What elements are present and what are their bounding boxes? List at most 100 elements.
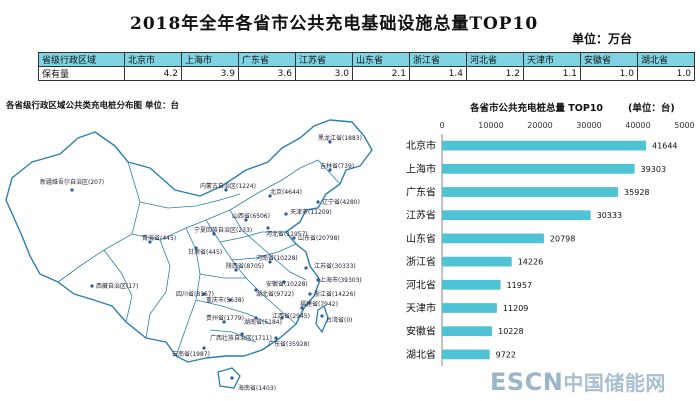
table-value-cell: 1.0 — [580, 66, 638, 81]
region-label: 青海省(445) — [142, 234, 176, 242]
data-label: 41644 — [652, 142, 677, 151]
taiwan-island — [315, 304, 329, 334]
table-value-cell: 3.9 — [181, 66, 239, 81]
region-dot — [222, 320, 226, 324]
map-title: 各省级行政区域公共类充电桩分布图 单位：台 — [6, 101, 179, 111]
region-label: 辽宁省(4280) — [322, 198, 360, 206]
category-label: 江苏省 — [406, 209, 436, 222]
bar — [442, 187, 619, 197]
x-tick-label: 10000 — [478, 121, 503, 130]
top10-table: 省级行政区域 北京市 上海市 广东省 江苏省 山东省 浙江省 河北省 天津市 安… — [38, 52, 695, 81]
region-label: 河南省(10228) — [256, 254, 298, 262]
table-header-row: 省级行政区域 北京市 上海市 广东省 江苏省 山东省 浙江省 河北省 天津市 安… — [38, 52, 695, 67]
region-dot — [240, 332, 244, 336]
region-dots — [70, 140, 332, 380]
category-label: 天津市 — [406, 302, 436, 315]
table-header-cell: 北京市 — [124, 52, 182, 67]
region-label: 宁夏回族自治区(233) — [194, 226, 252, 234]
region-label: 海南省(1403) — [238, 384, 276, 392]
x-tick-label: 20000 — [527, 121, 552, 130]
region-dot — [254, 288, 258, 292]
region-label: 山东省(20798) — [298, 234, 340, 242]
data-label: 11957 — [507, 281, 532, 290]
region-label: 福建省(7942) — [300, 300, 338, 308]
watermark-latin: ESCN — [490, 368, 564, 396]
table-value-row: 保有量 4.2 3.9 3.6 3.0 2.1 1.4 1.2 1.1 1.0 … — [38, 66, 695, 81]
bar-chart: 0 10000 20000 30000 40000 50000 北京市 41644 上海市 393… — [406, 121, 695, 366]
region-dot — [148, 240, 152, 244]
chart-title: 各省市公共充电桩总量 TOP10 — [470, 103, 604, 114]
category-label: 湖北省 — [406, 348, 436, 361]
table-header-cell: 江苏省 — [295, 52, 353, 67]
table-value-cell: 3.6 — [238, 66, 296, 81]
data-label: 9722 — [496, 350, 516, 359]
region-dot — [282, 280, 286, 284]
region-dot — [224, 188, 228, 192]
region-label: 广西壮族自治区(1711) — [210, 334, 272, 342]
region-label: 山西省(6506) — [232, 212, 270, 220]
table-header-cell: 湖北省 — [637, 52, 695, 67]
data-label: 20798 — [550, 234, 575, 243]
watermark: ESCN中国储能网 — [490, 367, 666, 396]
region-label: 吉林省(739) — [320, 162, 354, 170]
region-dot — [244, 218, 248, 222]
category-label: 河北省 — [406, 278, 436, 291]
data-label: 14226 — [518, 258, 543, 267]
province-boundaries — [57, 159, 341, 357]
region-label: 天津市(11209) — [290, 208, 332, 216]
region-label: 陕西省(8705) — [226, 262, 264, 270]
region-label: 四川省(8167) — [176, 290, 214, 298]
category-label: 上海市 — [406, 162, 436, 175]
bar — [442, 256, 512, 267]
region-dot — [70, 188, 74, 192]
table-header-cell: 河北省 — [466, 52, 524, 67]
bar — [442, 233, 544, 244]
china-map: 黑龙江省(1883) 吉林省(739) 辽宁省(4280) 新疆维吾尔自治区(2… — [5, 119, 373, 392]
region-label: 北京(4644) — [270, 188, 302, 196]
region-label: 广东省(35928) — [268, 340, 310, 348]
table-row-label: 保有量 — [38, 66, 125, 81]
region-label: 江西省(2945) — [272, 312, 310, 320]
table-header-cell: 广东省 — [238, 52, 296, 67]
region-dot — [194, 246, 198, 250]
watermark-cn: 中国储能网 — [563, 371, 666, 395]
region-dot — [268, 260, 272, 264]
region-label: 新疆维吾尔自治区(207) — [40, 178, 104, 186]
x-tick-label: 0 — [439, 121, 444, 130]
region-dot — [274, 336, 278, 340]
region-dot — [280, 316, 284, 320]
bar — [442, 210, 591, 221]
region-label: 内蒙古自治区(1224) — [200, 182, 256, 190]
data-label: 10228 — [498, 327, 523, 336]
region-dot — [304, 266, 308, 270]
bar — [442, 140, 647, 151]
category-label: 安徽省 — [406, 325, 436, 338]
data-label: 30333 — [597, 211, 622, 220]
data-label: 11209 — [503, 304, 528, 313]
region-dot — [230, 376, 234, 380]
table-value-cell: 1.1 — [523, 66, 581, 81]
category-label: 浙江省 — [406, 255, 436, 268]
category-label: 山东省 — [406, 232, 436, 245]
bar — [442, 163, 635, 174]
region-label: 浙江省(14226) — [314, 290, 356, 298]
table-value-cell: 2.1 — [352, 66, 410, 81]
table-value-cell: 3.0 — [295, 66, 353, 81]
region-labels: 黑龙江省(1883) 吉林省(739) 辽宁省(4280) 新疆维吾尔自治区(2… — [40, 134, 362, 392]
region-dot — [284, 212, 288, 216]
region-dot — [202, 346, 206, 350]
region-label: 江苏省(30333) — [314, 262, 356, 270]
region-dot — [316, 200, 320, 204]
region-label: 贵州省(1779) — [206, 314, 244, 322]
chart-unit: (单位：台) — [628, 103, 675, 114]
region-dot — [308, 292, 312, 296]
region-dot — [266, 226, 270, 230]
region-label: 云南省(1987) — [172, 350, 210, 358]
table-header-cell: 安徽省 — [580, 52, 638, 67]
bar — [442, 279, 501, 290]
region-dot — [316, 278, 320, 282]
region-dot — [292, 236, 296, 240]
region-label: 湖南省(5184) — [244, 318, 282, 326]
region-dot — [328, 140, 332, 144]
bar — [442, 349, 490, 360]
